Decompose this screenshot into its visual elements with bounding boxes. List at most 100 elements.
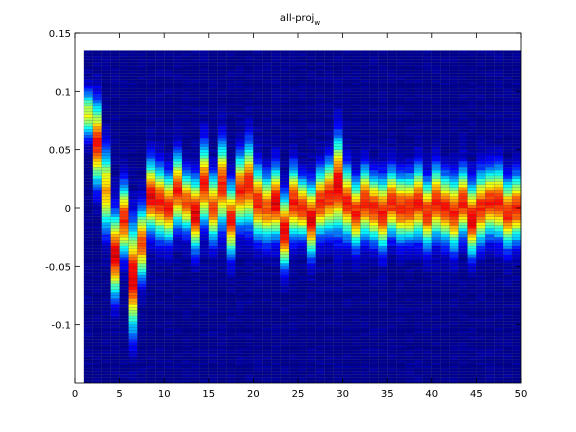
heatmap-cell: [262, 59, 272, 63]
heatmap-cell: [333, 73, 343, 77]
heatmap-cell: [164, 140, 174, 144]
heatmap-cell: [378, 126, 388, 130]
heatmap-cell: [110, 362, 120, 366]
heatmap-cell: [315, 292, 325, 296]
heatmap-cell: [324, 318, 334, 322]
heatmap-cell: [449, 143, 459, 147]
heatmap-cell: [288, 178, 299, 182]
heatmap-cell: [369, 242, 379, 247]
heatmap-cell: [128, 108, 138, 112]
heatmap-cell: [199, 216, 209, 220]
heatmap-cell: [404, 251, 415, 255]
heatmap-cell: [333, 274, 343, 279]
heatmap-cell: [458, 307, 468, 311]
heatmap-cell: [342, 309, 352, 314]
heatmap-cell: [146, 204, 156, 209]
heatmap-cell: [181, 377, 192, 381]
heatmap-cell: [342, 67, 352, 72]
heatmap-cell: [360, 368, 370, 372]
heatmap-cell: [395, 365, 406, 369]
heatmap-cell: [110, 254, 120, 258]
heatmap-cell: [422, 149, 432, 153]
heatmap-cell: [262, 309, 272, 314]
heatmap-cell: [467, 344, 477, 349]
heatmap-cell: [458, 298, 468, 302]
heatmap-cell: [164, 67, 174, 72]
heatmap-cell: [333, 377, 343, 381]
heatmap-cell: [440, 158, 450, 162]
heatmap-cell: [226, 342, 236, 346]
heatmap-cell: [351, 204, 361, 209]
heatmap-cell: [128, 99, 138, 104]
heatmap-cell: [297, 283, 308, 287]
heatmap-cell: [413, 187, 424, 191]
heatmap-cell: [271, 123, 281, 127]
heatmap-cell: [404, 99, 415, 104]
heatmap-cell: [235, 289, 245, 293]
heatmap-cell: [440, 169, 450, 174]
heatmap-cell: [404, 327, 415, 331]
heatmap-cell: [324, 76, 334, 80]
heatmap-cell: [467, 123, 477, 127]
heatmap-cell: [110, 202, 120, 206]
heatmap-cell: [128, 272, 138, 276]
heatmap-cell: [449, 362, 459, 366]
heatmap-cell: [422, 169, 432, 174]
heatmap-cell: [387, 146, 397, 150]
heatmap-cell: [199, 371, 209, 375]
heatmap-cell: [235, 132, 245, 136]
heatmap-cell: [226, 333, 236, 337]
heatmap-cell: [208, 202, 218, 206]
heatmap-cell: [101, 155, 111, 159]
heatmap-cell: [190, 161, 201, 165]
heatmap-cell: [208, 228, 218, 232]
heatmap-cell: [467, 245, 477, 249]
heatmap-cell: [208, 333, 218, 337]
heatmap-cell: [342, 242, 352, 247]
heatmap-cell: [324, 82, 334, 86]
heatmap-cell: [271, 379, 281, 384]
heatmap-cell: [119, 225, 129, 229]
heatmap-cell: [110, 149, 120, 153]
heatmap-cell: [449, 330, 459, 334]
heatmap-cell: [110, 219, 120, 223]
heatmap-cell: [128, 295, 138, 299]
heatmap-cell: [208, 158, 218, 162]
heatmap-cell: [342, 237, 352, 241]
heatmap-cell: [369, 266, 379, 270]
heatmap-cell: [288, 82, 299, 86]
heatmap-cell: [467, 231, 477, 235]
heatmap-cell: [271, 342, 281, 346]
heatmap-cell: [262, 73, 272, 77]
heatmap-cell: [128, 134, 138, 139]
heatmap-cell: [226, 184, 236, 188]
heatmap-cell: [253, 50, 263, 54]
heatmap-cell: [288, 97, 299, 101]
heatmap-cell: [449, 239, 459, 244]
heatmap-cell: [395, 347, 406, 352]
heatmap-cell: [146, 359, 156, 363]
heatmap-cell: [467, 347, 477, 352]
heatmap-cell: [378, 295, 388, 299]
heatmap-cell: [235, 368, 245, 372]
heatmap-cell: [110, 263, 120, 267]
heatmap-cell: [387, 289, 397, 293]
heatmap-cell: [253, 146, 263, 150]
heatmap-cell: [199, 196, 209, 200]
heatmap-cell: [387, 330, 397, 334]
heatmap-cell: [387, 377, 397, 381]
heatmap-cell: [137, 155, 147, 159]
heatmap-cell: [235, 184, 245, 188]
heatmap-cell: [244, 155, 254, 159]
heatmap-cell: [324, 301, 334, 305]
heatmap-cell: [431, 193, 441, 197]
heatmap-cell: [110, 59, 120, 63]
heatmap-cell: [101, 231, 111, 235]
heatmap-cell: [288, 193, 299, 197]
heatmap-cell: [262, 161, 272, 165]
heatmap-cell: [119, 260, 129, 264]
heatmap-cell: [128, 234, 138, 238]
heatmap-cell: [244, 324, 254, 328]
heatmap-cell: [137, 97, 147, 101]
heatmap-cell: [181, 344, 192, 349]
